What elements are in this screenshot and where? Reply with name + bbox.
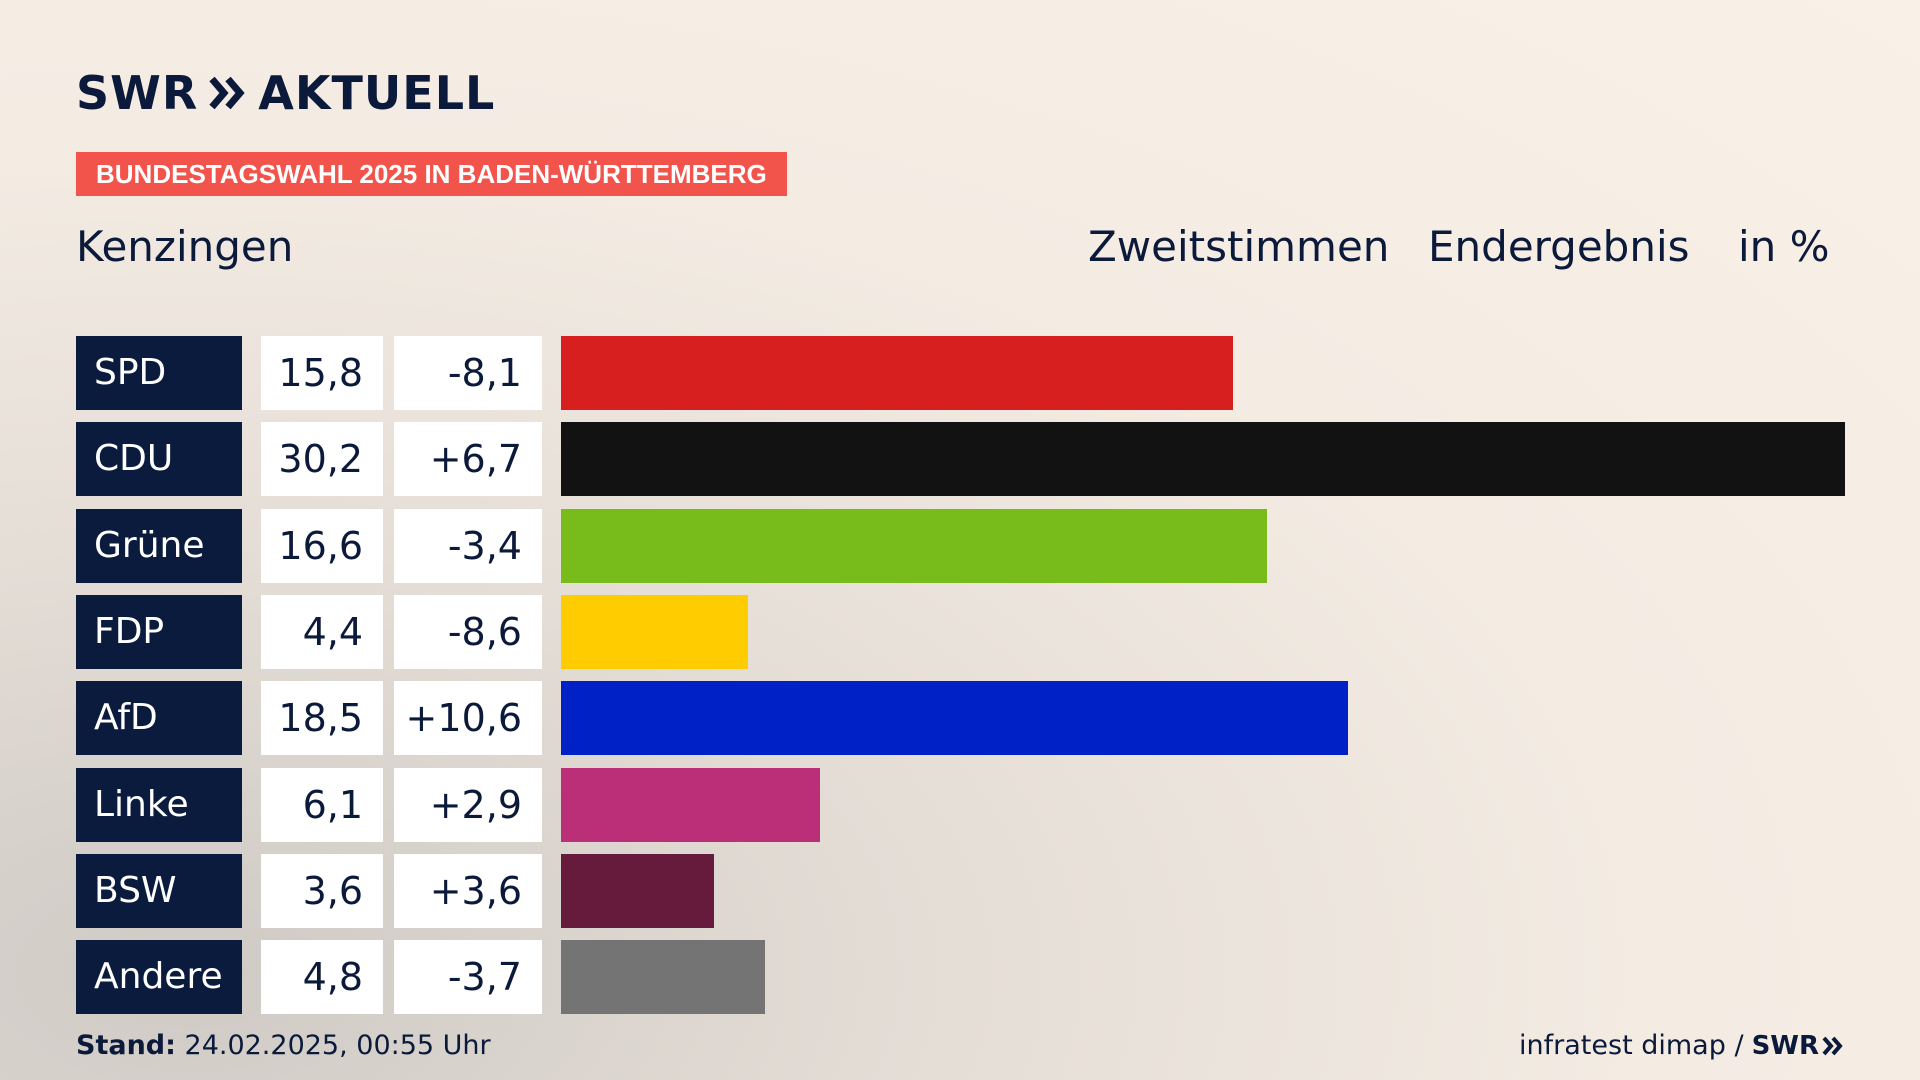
party-label: CDU xyxy=(76,422,242,497)
vote-share-value: 18,5 xyxy=(261,681,383,756)
bar-bsw xyxy=(561,853,715,928)
logo-swr-text: SWR xyxy=(76,66,199,120)
party-label: FDP xyxy=(76,594,242,669)
vote-change-value: -8,1 xyxy=(394,336,542,410)
vote-share-value: 4,8 xyxy=(261,940,383,1015)
bar-cdu xyxy=(561,422,1845,497)
party-label: Andere xyxy=(76,940,242,1015)
vote-change-value: -3,4 xyxy=(394,508,542,583)
status-header: Endergebnis xyxy=(1428,222,1690,271)
party-label: Linke xyxy=(76,767,242,842)
bar-grüne xyxy=(561,508,1267,583)
result-row-linke: Linke 6,1 +2,9 xyxy=(0,767,1920,842)
vote-type-header: Zweitstimmen xyxy=(1088,222,1390,271)
source-credit: infratest dimap / SWR xyxy=(1519,1030,1844,1061)
source-brand-text: SWR xyxy=(1751,1030,1819,1061)
logo-aktuell-text: AKTUELL xyxy=(258,66,496,120)
bar-linke xyxy=(561,767,821,842)
result-row-spd: SPD 15,8 -8,1 xyxy=(0,336,1920,410)
place-title: Kenzingen xyxy=(76,222,294,271)
vote-change-value: -8,6 xyxy=(394,594,542,669)
vote-change-value: +3,6 xyxy=(394,853,542,928)
stand-label: Stand: xyxy=(76,1030,176,1061)
bar-afd xyxy=(561,681,1348,756)
source-text: infratest dimap / xyxy=(1519,1030,1744,1061)
result-row-fdp: FDP 4,4 -8,6 xyxy=(0,594,1920,669)
double-chevron-icon xyxy=(1822,1036,1843,1055)
vote-change-value: +6,7 xyxy=(394,422,542,497)
timestamp: Stand: 24.02.2025, 00:55 Uhr xyxy=(76,1030,491,1061)
result-row-grüne: Grüne 16,6 -3,4 xyxy=(0,508,1920,583)
party-label: SPD xyxy=(76,336,242,410)
result-row-andere: Andere 4,8 -3,7 xyxy=(0,940,1920,1015)
party-label: AfD xyxy=(76,681,242,756)
stand-value: 24.02.2025, 00:55 Uhr xyxy=(184,1030,491,1061)
vote-change-value: -3,7 xyxy=(394,940,542,1015)
result-row-cdu: CDU 30,2 +6,7 xyxy=(0,422,1920,497)
swr-aktuell-logo: SWR AKTUELL xyxy=(76,66,495,120)
election-tag: BUNDESTAGSWAHL 2025 IN BADEN-WÜRTTEMBERG xyxy=(76,152,787,196)
unit-header: in % xyxy=(1738,222,1830,271)
bar-fdp xyxy=(561,594,749,669)
party-label: BSW xyxy=(76,853,242,928)
vote-share-value: 3,6 xyxy=(261,853,383,928)
source-brand: SWR xyxy=(1752,1031,1844,1061)
bar-andere xyxy=(561,940,766,1015)
vote-share-value: 6,1 xyxy=(261,767,383,842)
party-label: Grüne xyxy=(76,508,242,583)
vote-change-value: +2,9 xyxy=(394,767,542,842)
result-row-afd: AfD 18,5 +10,6 xyxy=(0,681,1920,756)
vote-share-value: 4,4 xyxy=(261,594,383,669)
vote-share-value: 30,2 xyxy=(261,422,383,497)
vote-share-value: 16,6 xyxy=(261,508,383,583)
vote-change-value: +10,6 xyxy=(394,681,542,756)
bar-spd xyxy=(561,336,1233,410)
vote-share-value: 15,8 xyxy=(261,336,383,410)
double-chevron-icon xyxy=(208,75,248,111)
result-row-bsw: BSW 3,6 +3,6 xyxy=(0,853,1920,928)
